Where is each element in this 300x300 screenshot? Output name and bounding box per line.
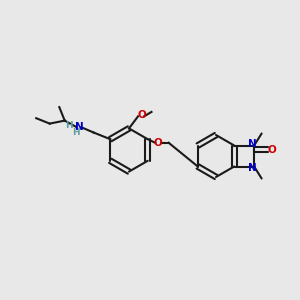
- Text: H: H: [65, 122, 73, 130]
- Text: O: O: [137, 110, 146, 120]
- Text: N: N: [248, 139, 257, 149]
- Text: H: H: [72, 128, 80, 137]
- Text: N: N: [248, 163, 257, 173]
- Text: O: O: [268, 145, 277, 155]
- Text: O: O: [154, 138, 163, 148]
- Text: N: N: [75, 122, 84, 132]
